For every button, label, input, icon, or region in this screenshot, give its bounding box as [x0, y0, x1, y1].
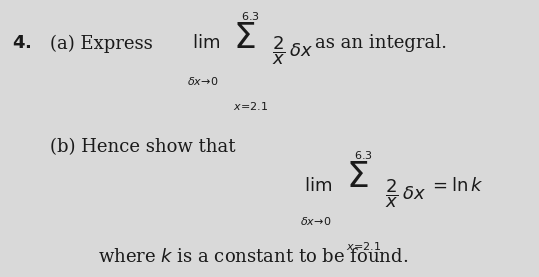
Text: $x\!=\!2.1$: $x\!=\!2.1$: [233, 100, 268, 112]
Text: $= \ln k$: $= \ln k$: [429, 177, 483, 195]
Text: $\dfrac{2}{x}\,\delta x$: $\dfrac{2}{x}\,\delta x$: [272, 34, 313, 67]
Text: $\Sigma$: $\Sigma$: [233, 20, 255, 55]
Text: $6.3$: $6.3$: [354, 150, 373, 161]
Text: $\lim$: $\lim$: [305, 177, 333, 195]
Text: $\delta x\!\rightarrow\!0$: $\delta x\!\rightarrow\!0$: [188, 75, 219, 88]
Text: $\lim$: $\lim$: [192, 34, 220, 52]
Text: $\mathbf{4.}$: $\mathbf{4.}$: [12, 34, 32, 52]
Text: (b) Hence show that: (b) Hence show that: [50, 138, 235, 157]
Text: $\delta x\!\rightarrow\!0$: $\delta x\!\rightarrow\!0$: [300, 215, 332, 227]
Text: $\Sigma$: $\Sigma$: [346, 160, 369, 194]
Text: $\dfrac{2}{x}\,\delta x$: $\dfrac{2}{x}\,\delta x$: [385, 177, 426, 209]
Text: $x\!=\!2.1$: $x\!=\!2.1$: [346, 240, 382, 252]
Text: $6.3$: $6.3$: [241, 10, 260, 22]
Text: where $k$ is a constant to be found.: where $k$ is a constant to be found.: [98, 248, 408, 266]
Text: as an integral.: as an integral.: [315, 34, 447, 52]
Text: (a) Express: (a) Express: [50, 34, 153, 53]
